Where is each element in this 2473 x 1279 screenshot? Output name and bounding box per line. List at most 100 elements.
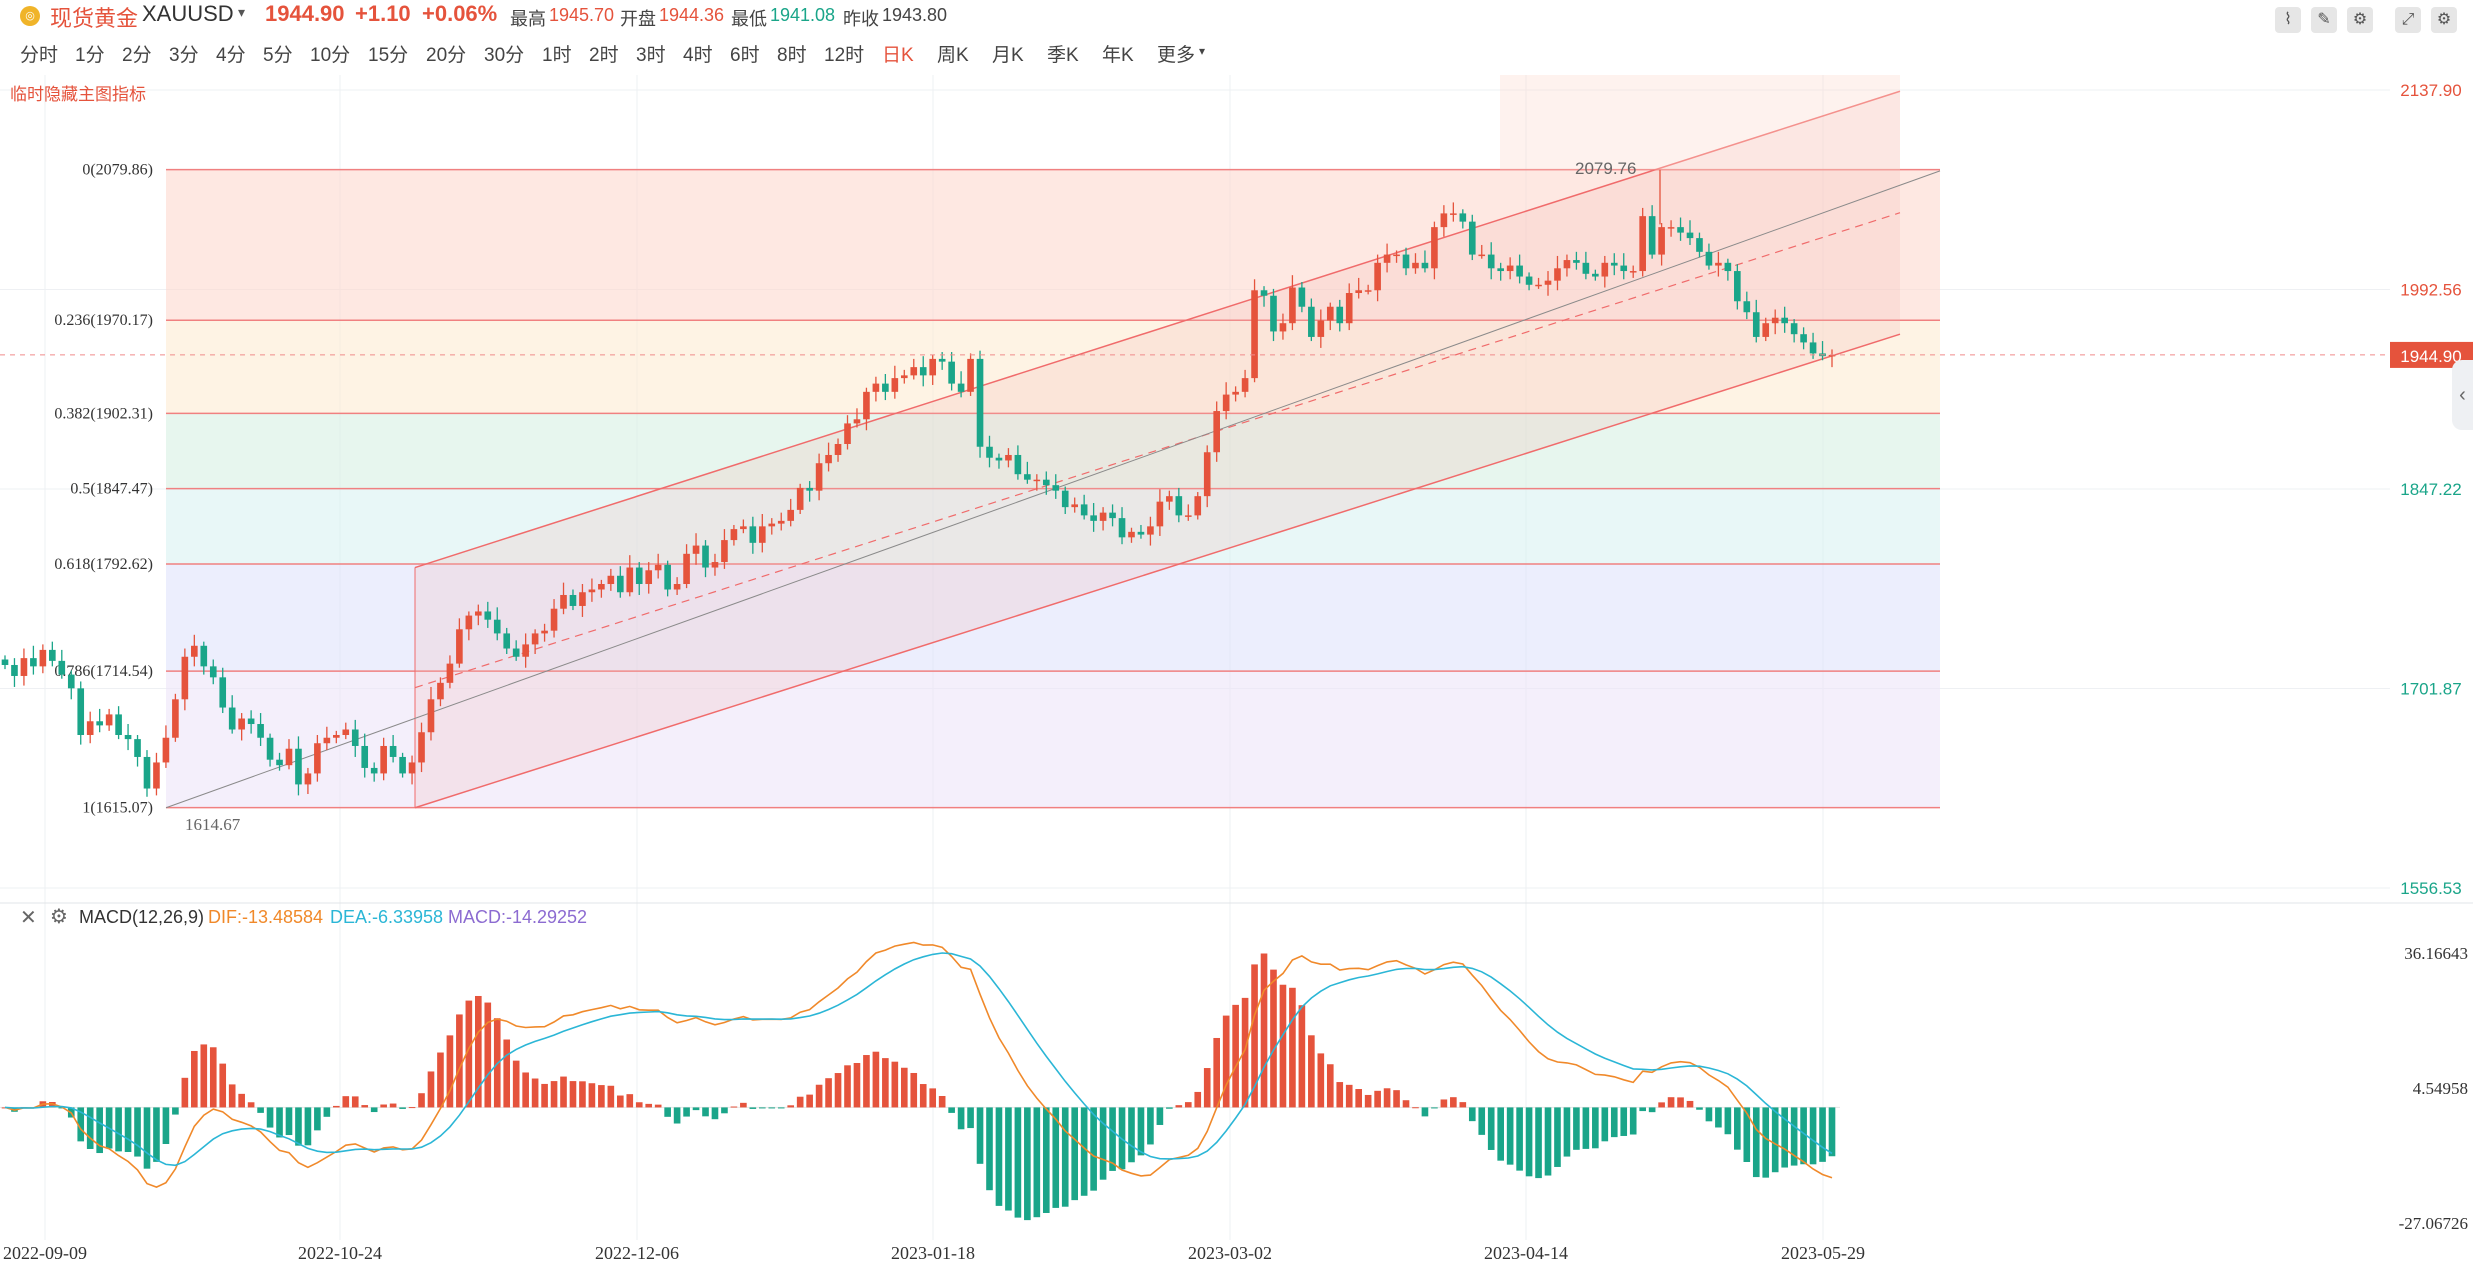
candle-body bbox=[1601, 262, 1609, 277]
macd-histogram-bar bbox=[569, 1081, 577, 1108]
timeframe-10[interactable]: 1时 bbox=[542, 45, 572, 66]
macd-histogram-bar bbox=[1402, 1100, 1410, 1108]
candle-body bbox=[1828, 354, 1836, 357]
candle-body bbox=[1005, 454, 1012, 461]
timeframe-18[interactable]: 周K bbox=[937, 45, 969, 66]
macd-title[interactable]: MACD(12,26,9) bbox=[79, 907, 205, 927]
candle-body bbox=[598, 584, 605, 590]
macd-histogram-bar bbox=[891, 1061, 899, 1108]
candle-body bbox=[1573, 260, 1580, 263]
candle-body bbox=[49, 649, 56, 661]
fullscreen-icon[interactable]: ⤢ bbox=[2395, 7, 2421, 33]
candle-body bbox=[967, 358, 974, 392]
macd-histogram-bar bbox=[919, 1084, 927, 1108]
macd-histogram-bar bbox=[456, 1014, 463, 1108]
candle-body bbox=[1667, 227, 1675, 229]
price-axis-tick: 1847.22 bbox=[2400, 480, 2461, 499]
timeframe-15[interactable]: 8时 bbox=[777, 45, 807, 66]
macd-histogram-bar bbox=[825, 1078, 832, 1108]
timeframe-13[interactable]: 4时 bbox=[683, 45, 713, 66]
timeframe-3[interactable]: 3分 bbox=[169, 45, 199, 66]
line-tool-icon[interactable]: ⌇ bbox=[2275, 7, 2301, 33]
fib-label: 0(2079.86) bbox=[82, 162, 153, 179]
candle-body bbox=[664, 564, 671, 590]
candle-body bbox=[285, 748, 293, 766]
timeframe-14[interactable]: 6时 bbox=[730, 45, 760, 66]
candle-body bbox=[1232, 391, 1239, 395]
collapse-panel-tab[interactable]: ‹ bbox=[2452, 360, 2473, 430]
candle-body bbox=[11, 664, 18, 676]
fib-band bbox=[166, 488, 1940, 564]
timeframe-22[interactable]: 更多 bbox=[1157, 45, 1196, 66]
candle-body bbox=[437, 682, 444, 700]
timeframe-4[interactable]: 4分 bbox=[216, 45, 246, 66]
timeframe-20[interactable]: 季K bbox=[1047, 45, 1079, 66]
instrument-symbol[interactable]: XAUUSD bbox=[142, 1, 234, 26]
macd-histogram-bar bbox=[777, 1107, 785, 1109]
candle-body bbox=[1080, 504, 1088, 516]
candle-body bbox=[1525, 276, 1533, 285]
hide-indicator-link[interactable]: 临时隐藏主图指标 bbox=[10, 85, 146, 104]
macd-value-label: MACD:-14.29252 bbox=[448, 907, 588, 927]
timeframe-8[interactable]: 20分 bbox=[426, 45, 467, 66]
macd-dif-line bbox=[4, 941, 1833, 1188]
gear-icon[interactable]: ⚙ bbox=[50, 906, 68, 928]
macd-histogram-bar bbox=[645, 1103, 653, 1108]
chevron-down-icon[interactable]: ▾ bbox=[238, 4, 246, 20]
macd-histogram-bar bbox=[1601, 1107, 1609, 1142]
timeframe-9[interactable]: 30分 bbox=[484, 45, 525, 66]
timeframe-5[interactable]: 5分 bbox=[263, 45, 293, 66]
price-axis-tick: 2137.90 bbox=[2400, 81, 2461, 100]
macd-histogram-bar bbox=[787, 1105, 795, 1108]
macd-histogram-bar bbox=[1232, 1004, 1239, 1108]
candle-body bbox=[1705, 251, 1713, 266]
candle-body bbox=[1658, 227, 1665, 255]
pen-tool-icon[interactable]: ✎ bbox=[2311, 7, 2337, 33]
candle-body bbox=[673, 584, 681, 590]
candle-body bbox=[1762, 323, 1770, 337]
candle-body bbox=[1014, 454, 1022, 475]
macd-histogram-bar bbox=[948, 1107, 955, 1113]
candle-body bbox=[67, 674, 75, 689]
timeframe-1[interactable]: 1分 bbox=[75, 45, 105, 66]
candle-body bbox=[1298, 287, 1306, 307]
timeframe-17[interactable]: 日K bbox=[882, 45, 914, 66]
chevron-down-icon[interactable]: ▾ bbox=[1199, 44, 1206, 58]
timeframe-0[interactable]: 分时 bbox=[20, 45, 59, 66]
timeframe-7[interactable]: 15分 bbox=[368, 45, 409, 66]
candle-body bbox=[1790, 323, 1798, 335]
macd-histogram-bar bbox=[1487, 1107, 1495, 1150]
price-change: +1.10 bbox=[355, 1, 411, 26]
macd-histogram-bar bbox=[266, 1107, 274, 1128]
candle-body bbox=[219, 677, 227, 708]
timeframe-21[interactable]: 年K bbox=[1102, 45, 1134, 66]
macd-histogram-bar bbox=[1128, 1107, 1135, 1163]
macd-histogram-bar bbox=[228, 1084, 236, 1108]
macd-histogram-bar bbox=[1061, 1107, 1069, 1207]
candle-body bbox=[1516, 265, 1523, 277]
macd-histogram-bar bbox=[1677, 1097, 1684, 1108]
instrument-name[interactable]: 现货黄金 bbox=[50, 6, 139, 31]
candle-body bbox=[1251, 290, 1258, 379]
macd-histogram-bar bbox=[1450, 1097, 1457, 1108]
open-value: 1944.36 bbox=[659, 5, 725, 25]
high-label: 最高 bbox=[510, 9, 546, 29]
candle-body bbox=[209, 666, 217, 678]
close-icon[interactable]: ✕ bbox=[20, 907, 37, 929]
indicator-tool-icon[interactable]: ⚙ bbox=[2347, 7, 2373, 33]
timeframe-2[interactable]: 2分 bbox=[122, 45, 152, 66]
settings-icon[interactable]: ⚙ bbox=[2431, 7, 2457, 33]
timeframe-12[interactable]: 3时 bbox=[636, 45, 666, 66]
candle-body bbox=[1024, 474, 1031, 480]
timeframe-6[interactable]: 10分 bbox=[310, 45, 351, 66]
macd-histogram-bar bbox=[1194, 1091, 1202, 1108]
candle-body bbox=[1128, 531, 1135, 538]
candle-body bbox=[1686, 232, 1694, 239]
candle-body bbox=[1743, 301, 1751, 313]
candle-body bbox=[1800, 334, 1807, 343]
timeframe-19[interactable]: 月K bbox=[992, 45, 1024, 66]
chevron-left-icon[interactable]: ‹ bbox=[2459, 384, 2466, 406]
timeframe-11[interactable]: 2时 bbox=[589, 45, 619, 66]
timeframe-16[interactable]: 12时 bbox=[824, 45, 865, 66]
